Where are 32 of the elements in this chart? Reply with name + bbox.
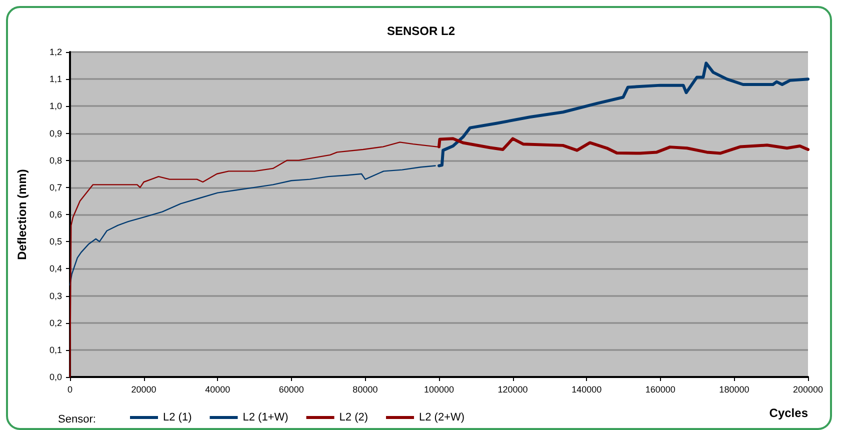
x-tick-label: 120000 [498, 384, 528, 394]
x-tick-label: 100000 [424, 384, 454, 394]
y-tick-label: 1,0 [49, 101, 62, 112]
y-tick-label: 0,4 [49, 264, 62, 274]
y-tick-label: 0,6 [49, 210, 62, 220]
x-tick-label: 200000 [792, 384, 824, 394]
x-tick-label: 40000 [205, 384, 230, 394]
y-tick-label: 0,9 [49, 128, 62, 138]
x-tick-label: 180000 [719, 384, 750, 394]
legend-label: L2 (1+W) [242, 412, 288, 424]
y-tick-label: 0,0 [49, 372, 62, 382]
y-tick-label: 0,3 [49, 290, 62, 301]
chart-title: SENSOR L2 [386, 24, 456, 38]
x-tick-label: 60000 [278, 384, 304, 394]
y-tick-label: 1,1 [49, 74, 62, 84]
y-tick-label: 0,5 [49, 236, 62, 247]
x-tick-label: 140000 [572, 384, 602, 394]
x-tick-label: 0 [67, 384, 73, 394]
y-tick-label: 0,1 [49, 344, 62, 355]
y-tick-label: 0,7 [49, 182, 62, 192]
y-tick-label: 1,2 [49, 47, 62, 57]
x-axis-title: Cycles [769, 406, 808, 420]
legend-label: L2 (1) [163, 412, 192, 424]
y-tick-label: 0,2 [49, 318, 62, 328]
x-tick-label: 160000 [645, 384, 676, 394]
y-tick-label: 0,8 [49, 155, 62, 166]
x-tick-label: 20000 [131, 384, 156, 394]
x-tick-label: 80000 [352, 384, 378, 394]
legend-label: L2 (2+W) [419, 412, 465, 424]
y-axis-title: Deflection (mm) [15, 169, 29, 260]
legend-title: Sensor: [58, 414, 96, 426]
legend-label: L2 (2) [339, 412, 368, 424]
